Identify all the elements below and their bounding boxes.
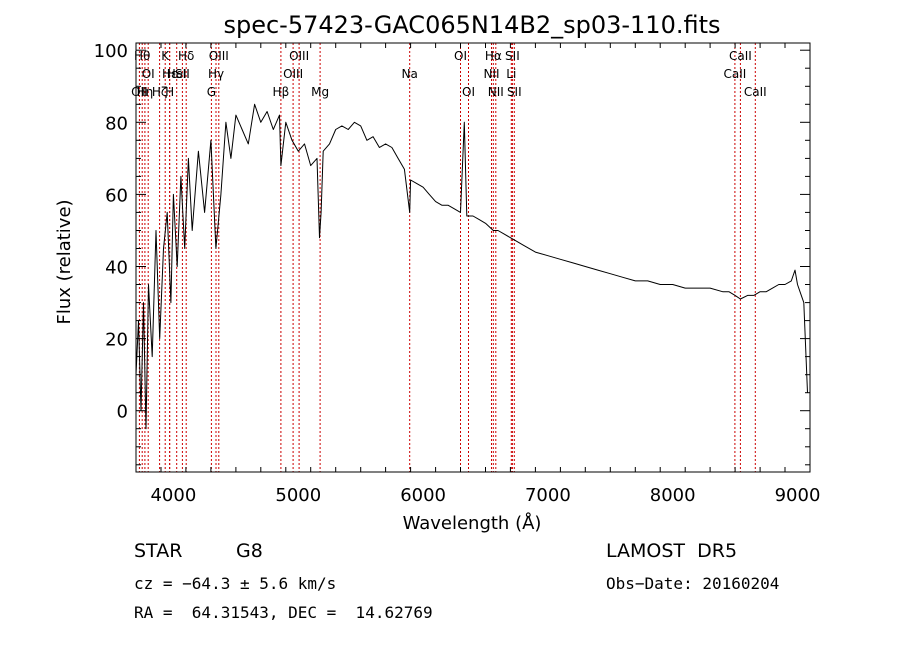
x-axis-label: Wavelength (Å) bbox=[403, 512, 542, 534]
x-tick-label-6000: 6000 bbox=[400, 485, 446, 506]
line-label-3: OI bbox=[142, 67, 155, 81]
coordinates: RA = 64.31543, DEC = 14.62769 bbox=[134, 603, 433, 622]
line-label-24: Li bbox=[506, 67, 516, 81]
line-label-26: SII bbox=[507, 85, 522, 99]
y-tick-label-80: 80 bbox=[105, 113, 128, 134]
chart-title: spec-57423-GAC065N14B2_sp03-110.fits bbox=[223, 11, 720, 39]
line-label-0: OII bbox=[131, 85, 148, 99]
line-label-22: Hα bbox=[485, 49, 502, 63]
spectrum-line bbox=[135, 103, 808, 430]
spectrum-series bbox=[135, 103, 808, 430]
line-label-25: SII bbox=[505, 49, 520, 63]
y-tick-label-60: 60 bbox=[105, 185, 128, 206]
spectral-line-labels: OIIHθHηOIHζKHHεHeISIIHδGHγOIIIHβOIIIOIII… bbox=[131, 49, 767, 99]
spectral-line-markers bbox=[138, 43, 756, 472]
x-tick-label-7000: 7000 bbox=[525, 485, 571, 506]
object-class: STAR bbox=[134, 540, 183, 562]
line-label-14: Hβ bbox=[273, 85, 290, 99]
x-tick-label-9000: 9000 bbox=[775, 485, 821, 506]
line-label-13: OIII bbox=[209, 49, 229, 63]
line-label-5: K bbox=[161, 49, 170, 63]
line-label-16: OIII bbox=[289, 49, 309, 63]
y-tick-label-20: 20 bbox=[105, 330, 128, 351]
line-label-28: CaII bbox=[729, 49, 752, 63]
line-label-21: NII bbox=[483, 67, 499, 81]
x-tick-label-8000: 8000 bbox=[650, 485, 696, 506]
x-axis: 4000 5000 6000 7000 8000 9000 bbox=[135, 43, 821, 506]
line-label-11: G bbox=[207, 85, 216, 99]
observation-date: Obs−Date: 20160204 bbox=[606, 574, 780, 593]
line-label-27: CaII bbox=[723, 67, 746, 81]
line-label-15: OIII bbox=[283, 67, 303, 81]
line-label-29: CaII bbox=[744, 85, 767, 99]
line-label-9: SII bbox=[175, 67, 190, 81]
line-label-4: Hζ bbox=[152, 85, 168, 99]
y-tick-label-100: 100 bbox=[94, 41, 128, 62]
plot-frame bbox=[135, 42, 811, 473]
y-axis: 0 20 40 60 80 100 bbox=[94, 41, 810, 466]
y-axis-label: Flux (relative) bbox=[54, 199, 75, 324]
x-tick-label-4000: 4000 bbox=[150, 485, 196, 506]
line-label-1: Hθ bbox=[134, 49, 150, 63]
survey-name: LAMOST DR5 bbox=[606, 540, 738, 562]
line-label-23: NII bbox=[488, 85, 504, 99]
x-tick-label-5000: 5000 bbox=[275, 485, 321, 506]
line-label-7: Hε bbox=[162, 67, 178, 81]
line-label-19: OI bbox=[454, 49, 467, 63]
line-label-10: Hδ bbox=[178, 49, 194, 63]
line-label-18: Na bbox=[402, 67, 418, 81]
line-label-6: H bbox=[165, 85, 174, 99]
line-label-8: HeI bbox=[167, 67, 187, 81]
line-label-17: Mg bbox=[311, 85, 329, 99]
line-label-20: OI bbox=[462, 85, 475, 99]
redshift-cz: cz = −64.3 ± 5.6 km/s bbox=[134, 574, 337, 593]
line-label-2: Hη bbox=[137, 85, 154, 99]
y-tick-label-0: 0 bbox=[117, 402, 128, 423]
y-tick-label-40: 40 bbox=[105, 258, 128, 279]
line-label-12: Hγ bbox=[208, 67, 224, 81]
spectrum-chart: spec-57423-GAC065N14B2_sp03-110.fits 400… bbox=[54, 11, 821, 534]
object-subclass: G8 bbox=[236, 540, 263, 562]
